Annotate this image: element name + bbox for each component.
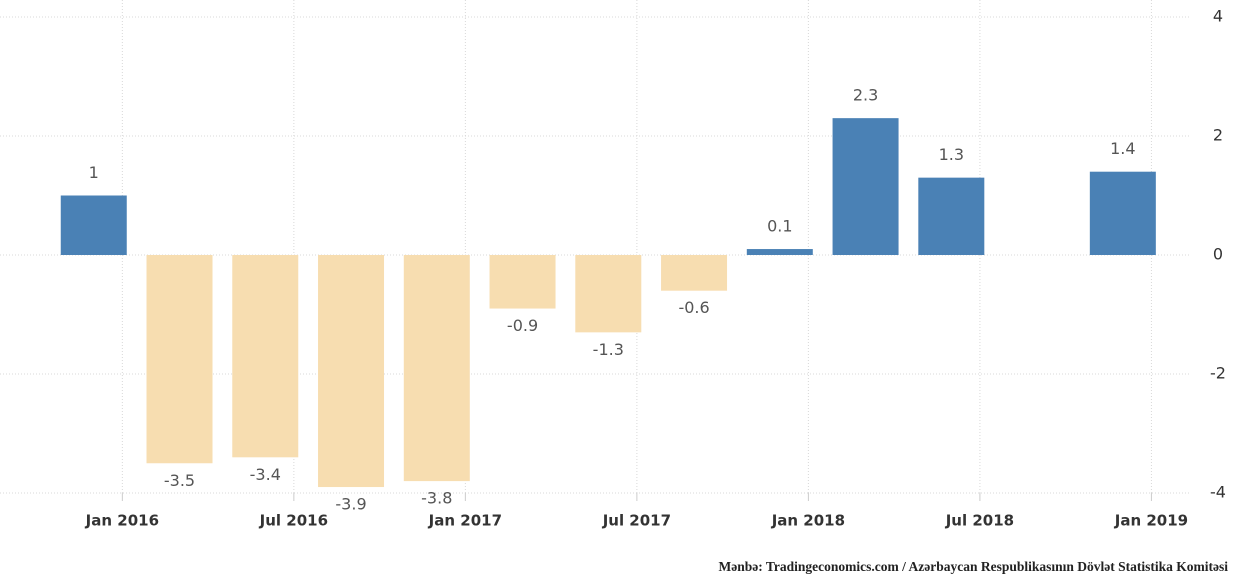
x-tick-label: Jan 2016 [85, 512, 159, 530]
data-label: -3.4 [250, 465, 281, 484]
bar [489, 255, 556, 309]
data-label: 2.3 [853, 86, 878, 105]
data-label: 1 [89, 163, 99, 182]
y-tick-label: 2 [1213, 126, 1223, 145]
x-tick-label: Jan 2019 [1114, 512, 1188, 530]
data-label: -0.9 [507, 316, 538, 335]
y-tick-label: 0 [1213, 245, 1223, 264]
bar [1089, 171, 1156, 255]
x-tick-label: Jul 2018 [945, 512, 1014, 530]
data-label: -3.9 [335, 495, 366, 514]
x-tick-label: Jul 2016 [259, 512, 328, 530]
bar [746, 249, 813, 255]
x-tick-label: Jan 2017 [428, 512, 502, 530]
bar [918, 177, 985, 255]
data-label: 1.3 [939, 145, 964, 164]
data-label: -0.6 [678, 298, 709, 317]
bar [661, 255, 728, 291]
data-label: 0.1 [767, 217, 792, 236]
data-label: -3.5 [164, 471, 195, 490]
bar [146, 255, 213, 464]
source-note: Mənbə: Tradingeconomics.com / Azərbaycan… [719, 559, 1229, 574]
data-label: 1.4 [1110, 139, 1135, 158]
x-tick-label: Jan 2018 [771, 512, 845, 530]
bar [318, 255, 385, 488]
bar [60, 195, 127, 255]
y-tick-label: -2 [1210, 364, 1226, 383]
y-tick-label: -4 [1210, 483, 1226, 502]
bar [403, 255, 470, 482]
data-label: -3.8 [421, 489, 452, 508]
data-label: -1.3 [593, 340, 624, 359]
x-tick-label: Jul 2017 [602, 512, 671, 530]
bar [232, 255, 299, 458]
bar [575, 255, 642, 333]
y-tick-label: 4 [1213, 7, 1223, 26]
bar [832, 118, 899, 256]
